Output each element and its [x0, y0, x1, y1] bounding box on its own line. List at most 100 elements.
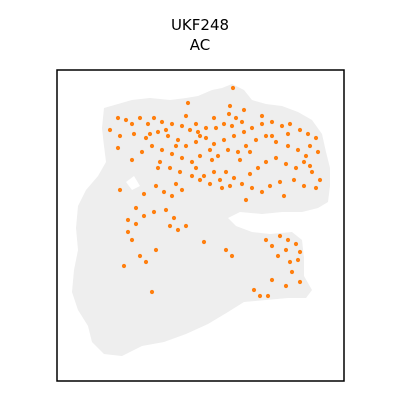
data-point: [215, 153, 221, 159]
data-point: [295, 257, 301, 263]
data-point: [247, 149, 253, 155]
data-point: [193, 121, 199, 127]
data-point: [179, 187, 185, 193]
data-point: [133, 221, 139, 227]
data-point: [223, 247, 229, 253]
data-point: [305, 131, 311, 137]
data-point: [183, 113, 189, 119]
data-point: [229, 253, 235, 259]
data-point: [315, 149, 321, 155]
data-point: [303, 153, 309, 159]
data-point: [269, 133, 275, 139]
data-point: [107, 127, 113, 133]
data-point: [313, 135, 319, 141]
data-point: [263, 237, 269, 243]
data-point: [267, 183, 273, 189]
data-point: [283, 283, 289, 289]
data-point: [211, 115, 217, 121]
data-point: [301, 183, 307, 189]
plot-frame: [56, 69, 345, 382]
data-point: [183, 143, 189, 149]
data-point: [249, 185, 255, 191]
data-point: [297, 249, 303, 255]
data-point: [211, 169, 217, 175]
data-point: [297, 279, 303, 285]
data-point: [243, 197, 249, 203]
data-point: [307, 143, 313, 149]
data-point: [229, 123, 235, 129]
data-point: [201, 239, 207, 245]
data-point: [189, 173, 195, 179]
data-point: [295, 147, 301, 153]
data-point: [263, 159, 269, 165]
data-point: [133, 205, 139, 211]
data-point: [117, 187, 123, 193]
data-point: [259, 113, 265, 119]
data-point: [203, 135, 209, 141]
data-point: [167, 165, 173, 171]
data-point: [195, 129, 201, 135]
data-point: [239, 119, 245, 125]
data-point: [139, 149, 145, 155]
data-point: [155, 165, 161, 171]
data-point: [177, 169, 183, 175]
data-point: [175, 137, 181, 143]
data-point: [137, 253, 143, 259]
data-point: [179, 155, 185, 161]
data-point: [317, 177, 323, 183]
data-point: [147, 131, 153, 137]
data-point: [149, 289, 155, 295]
data-point: [207, 147, 213, 153]
data-point: [129, 121, 135, 127]
data-point: [167, 223, 173, 229]
data-point: [165, 133, 171, 139]
data-point: [219, 185, 225, 191]
data-point: [225, 147, 231, 153]
data-point: [221, 137, 227, 143]
data-point: [263, 133, 269, 139]
data-point: [125, 229, 131, 235]
tissue-background: [72, 84, 330, 356]
data-point: [249, 125, 255, 131]
data-point: [291, 177, 297, 183]
data-point: [279, 123, 285, 129]
data-point: [163, 127, 169, 133]
data-point: [143, 135, 149, 141]
data-point: [175, 227, 181, 233]
data-point: [277, 233, 283, 239]
data-point: [169, 121, 175, 127]
data-point: [313, 185, 319, 191]
data-point: [227, 103, 233, 109]
data-point: [285, 143, 291, 149]
data-point: [247, 171, 253, 177]
data-point: [231, 133, 237, 139]
data-point: [197, 153, 203, 159]
data-point: [307, 163, 313, 169]
data-point: [197, 133, 203, 139]
data-point: [141, 191, 147, 197]
data-point: [143, 259, 149, 265]
data-point: [230, 85, 236, 91]
data-point: [169, 151, 175, 157]
data-point: [221, 121, 227, 127]
data-point: [283, 247, 289, 253]
data-point: [161, 189, 167, 195]
data-point: [223, 169, 229, 175]
data-point: [179, 123, 185, 129]
data-point: [129, 157, 135, 163]
data-point: [173, 181, 179, 187]
data-point: [309, 169, 315, 175]
data-point: [115, 115, 121, 121]
data-point: [217, 177, 223, 183]
data-point: [157, 159, 163, 165]
data-point: [226, 111, 232, 117]
data-point: [163, 207, 169, 213]
data-point: [141, 213, 147, 219]
data-point: [153, 247, 159, 253]
data-point: [297, 127, 303, 133]
highlighted-points: [107, 85, 323, 299]
data-point: [269, 119, 275, 125]
data-point: [183, 223, 189, 229]
data-point: [265, 293, 271, 299]
data-point: [233, 115, 239, 121]
